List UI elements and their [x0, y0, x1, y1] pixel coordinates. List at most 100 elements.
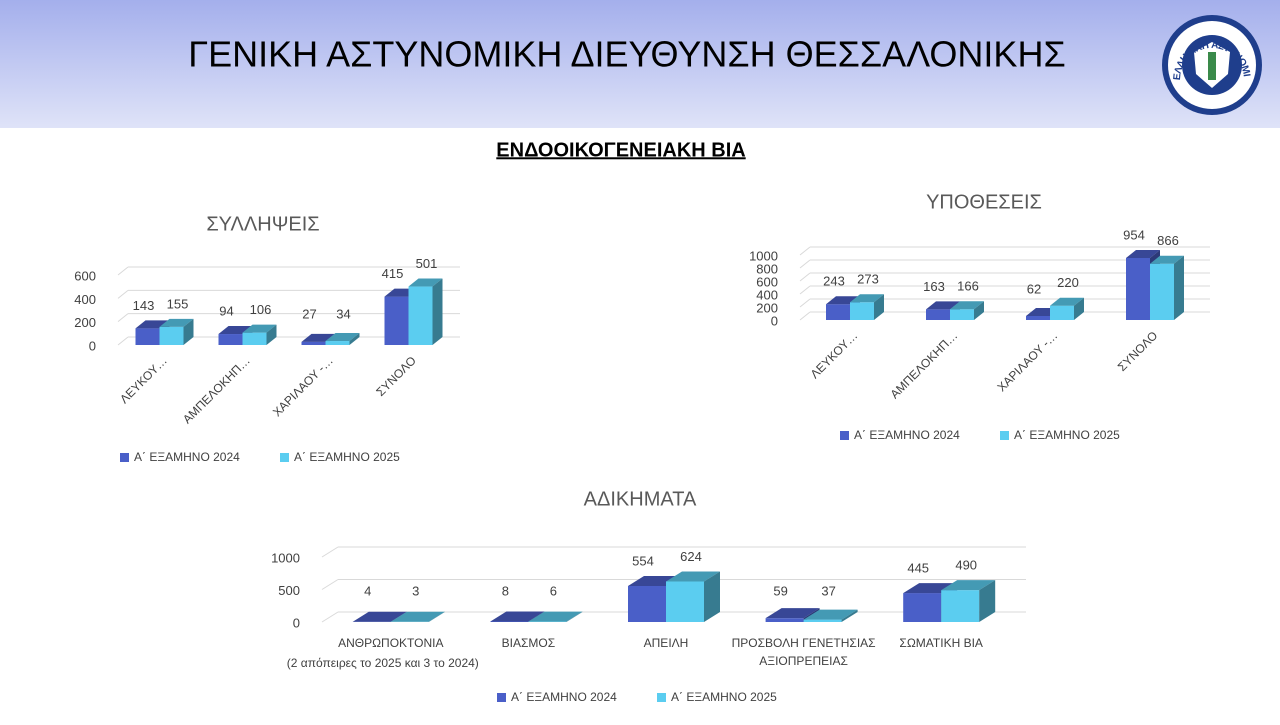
grid-line-side — [322, 580, 338, 590]
bar-front — [160, 327, 184, 345]
grid-line-side — [118, 290, 128, 298]
value-label: 94 — [219, 303, 233, 318]
page-title: ΓΕΝΙΚΗ ΑΣΤΥΝΟΜΙΚΗ ΔΙΕΥΘΥΝΣΗ ΘΕΣΣΑΛΟΝΙΚΗΣ — [188, 34, 1065, 75]
grid-line-side — [322, 612, 338, 622]
value-label: 166 — [957, 279, 979, 294]
bar-front — [302, 342, 326, 345]
bar-side — [433, 279, 443, 345]
bar-front — [666, 581, 704, 622]
y-tick-label: 0 — [293, 615, 300, 630]
x-tick-label: ΒΙΑΣΜΟΣ — [453, 634, 603, 652]
y-tick-label: 400 — [74, 292, 96, 307]
grid-line-side — [800, 312, 810, 320]
value-label: 27 — [302, 306, 316, 321]
chart-title: ΥΠΟΘΕΣΕΙΣ — [926, 191, 1042, 213]
legend-label: Α΄ ΕΞΑΜΗΝΟ 2025 — [1014, 428, 1120, 442]
legend-label: Α΄ ΕΞΑΜΗΝΟ 2025 — [671, 690, 777, 704]
y-tick-label: 0 — [89, 338, 96, 353]
subtitle: ΕΝΔΟΟΙΚΟΓΕΝΕΙΑΚΗ ΒΙΑ — [496, 139, 745, 161]
x-tick-label: ΑΝΘΡΩΠΟΚΤΟΝΙΑ — [316, 634, 466, 652]
bar-front — [490, 621, 528, 622]
y-tick-label: 800 — [756, 261, 778, 276]
value-label: 163 — [923, 279, 945, 294]
bar-front — [826, 304, 850, 320]
x-tick-label: ΑΠΕΙΛΗ — [591, 634, 741, 652]
legend-swatch — [280, 453, 289, 462]
x-tick-label: ΣΥΝΟΛΟ — [1115, 328, 1160, 373]
bar-front — [766, 618, 804, 622]
bar-front — [1050, 306, 1074, 320]
y-tick-label: 200 — [74, 315, 96, 330]
x-tick-label: ΧΑΡΙΛΑΟΥ -… — [994, 328, 1060, 394]
y-tick-label: 600 — [756, 274, 778, 289]
bar-front — [243, 333, 267, 345]
bar-front — [219, 334, 243, 345]
grid-line-side — [800, 299, 810, 307]
y-tick-label: 400 — [756, 287, 778, 302]
bar-front — [850, 302, 874, 320]
bar-front — [385, 297, 409, 345]
grid-line-side — [118, 337, 128, 345]
legend-swatch — [657, 693, 666, 702]
value-label: 4 — [364, 583, 371, 598]
bar-front — [136, 328, 160, 345]
bar-front — [903, 593, 941, 622]
annotation: (2 απόπειρες το 2025 και 3 το 2024) — [287, 656, 479, 670]
legend-label: Α΄ ΕΞΑΜΗΝΟ 2025 — [294, 450, 400, 464]
value-label: 490 — [955, 558, 977, 573]
x-tick-label-box: ΑΠΕΙΛΗ — [591, 634, 741, 674]
bar-front — [804, 620, 842, 622]
value-label: 62 — [1027, 281, 1041, 296]
value-label: 34 — [336, 306, 350, 321]
value-label: 415 — [382, 266, 404, 281]
y-tick-label: 1000 — [749, 248, 778, 263]
value-label: 624 — [680, 549, 702, 564]
value-label: 554 — [632, 553, 654, 568]
chart-title: ΣΥΛΛΗΨΕΙΣ — [206, 213, 319, 235]
value-label: 155 — [167, 296, 189, 311]
y-tick-label: 600 — [74, 268, 96, 283]
value-label: 501 — [416, 256, 438, 271]
x-tick-label: ΑΜΠΕΛΟΚΗΠ… — [887, 328, 960, 401]
bar-front — [1126, 258, 1150, 320]
legend-swatch — [120, 453, 129, 462]
y-tick-label: 500 — [278, 583, 300, 598]
value-label: 106 — [250, 302, 272, 317]
value-label: 445 — [907, 561, 929, 576]
value-label: 3 — [412, 583, 419, 598]
grid-line-side — [322, 547, 338, 557]
grid-line-side — [800, 273, 810, 281]
legend-swatch — [840, 431, 849, 440]
bar-front — [409, 287, 433, 345]
bar-side — [1174, 256, 1184, 320]
value-label: 273 — [857, 272, 879, 287]
chart-title: ΑΔΙΚΗΜΑΤΑ — [584, 488, 697, 510]
value-label: 143 — [133, 298, 155, 313]
legend-label: Α΄ ΕΞΑΜΗΝΟ 2024 — [854, 428, 960, 442]
value-label: 866 — [1157, 233, 1179, 248]
value-label: 243 — [823, 274, 845, 289]
y-tick-label: 200 — [756, 300, 778, 315]
value-label: 8 — [502, 583, 509, 598]
bar-front — [941, 590, 979, 622]
x-tick-label: ΠΡΟΣΒΟΛΗ ΓΕΝΕΤΗΣΙΑΣ ΑΞΙΟΠΡΕΠΕΙΑΣ — [729, 634, 879, 670]
legend-swatch — [1000, 431, 1009, 440]
bar-front — [628, 586, 666, 622]
bar-front — [950, 309, 974, 320]
bar-front — [1026, 316, 1050, 320]
x-tick-label-box: ΣΩΜΑΤΙΚΗ ΒΙΑ — [866, 634, 1016, 674]
legend-swatch — [497, 693, 506, 702]
x-tick-label: ΛΕΥΚΟΥ… — [808, 328, 861, 381]
bar-front — [926, 309, 950, 320]
bar-front — [326, 341, 350, 345]
value-label: 59 — [773, 583, 787, 598]
grid-line-side — [118, 314, 128, 322]
x-tick-label-box: ΠΡΟΣΒΟΛΗ ΓΕΝΕΤΗΣΙΑΣ ΑΞΙΟΠΡΕΠΕΙΑΣ — [729, 634, 879, 674]
grid-line-side — [800, 247, 810, 255]
value-label: 954 — [1123, 227, 1145, 242]
x-tick-label: ΑΜΠΕΛΟΚΗΠ… — [180, 353, 253, 426]
grid-line-side — [118, 267, 128, 275]
value-label: 37 — [821, 583, 835, 598]
